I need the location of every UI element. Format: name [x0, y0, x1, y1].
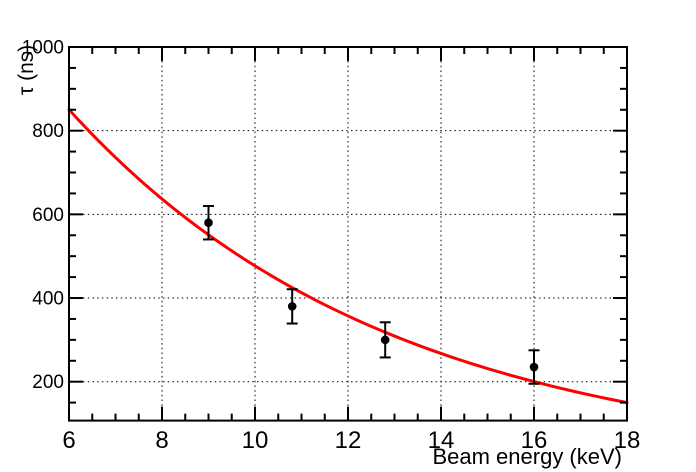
data-point-marker [204, 218, 213, 228]
x-axis-title: Beam energy (keV) [432, 444, 622, 469]
x-tick-label: 6 [62, 427, 75, 454]
y-tick-label: 400 [32, 289, 64, 310]
y-tick-label: 600 [32, 205, 64, 226]
x-tick-label: 16 [521, 427, 548, 454]
x-tick-label: 12 [335, 427, 362, 454]
y-tick-label: 800 [32, 121, 64, 142]
y-tick-labels: 200 400 600 800 1000 [22, 38, 64, 394]
data-point-marker [529, 362, 539, 372]
axis-ticks [68, 46, 628, 421]
x-tick-label: 10 [242, 427, 269, 454]
x-tick-label: 18 [614, 427, 641, 454]
data-point-marker [287, 302, 297, 311]
frame-rect [68, 46, 628, 422]
x-tick-labels: 6 8 10 12 14 16 18 [62, 427, 640, 454]
gridlines [69, 47, 627, 421]
data-points-group [203, 204, 540, 385]
x-tick-label: 14 [428, 427, 455, 454]
y-axis-title: τ (ns) [15, 45, 38, 95]
data-point-marker [380, 335, 390, 345]
x-tick-label: 8 [155, 427, 168, 454]
y-tick-label: 1000 [22, 38, 64, 59]
y-tick-label: 200 [32, 372, 64, 393]
plot-frame [68, 46, 628, 422]
